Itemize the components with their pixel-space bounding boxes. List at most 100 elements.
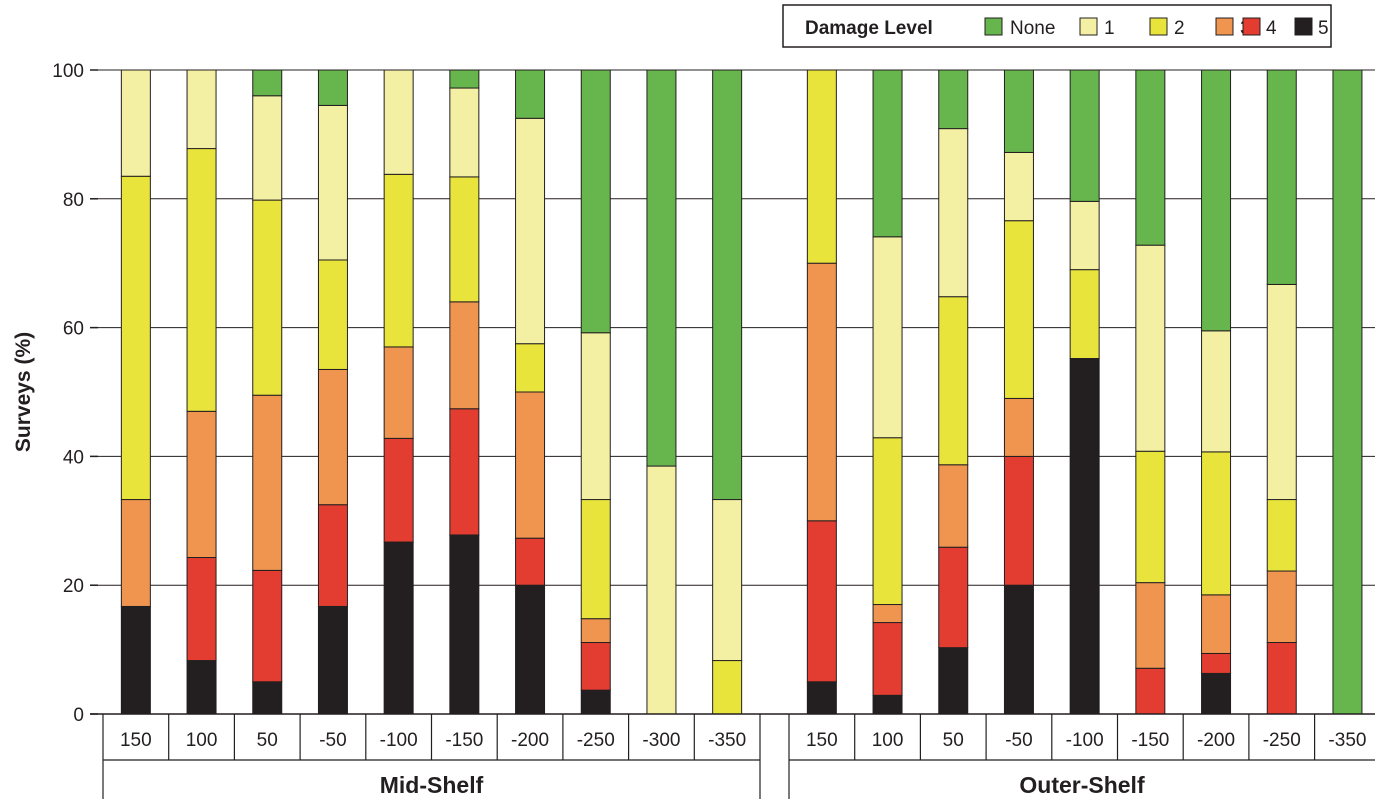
bar-segment-level-1 [646,465,677,715]
x-tick-label: -50 [1005,730,1032,751]
x-tick-label: -350 [708,730,746,751]
legend-label: 1 [1104,18,1115,39]
bar-segment-level-3 [186,410,217,559]
x-tick-label: -50 [319,730,346,751]
bar-segment-level-2 [186,148,217,412]
bar-segment-level-1 [938,128,969,298]
bar-segment-level-none [449,69,480,89]
bar-segment-level-5 [252,681,283,715]
bar-segment-level-2 [1069,269,1100,360]
bar-segment-level-3 [580,618,611,644]
bar-segment-level-3 [252,394,283,571]
legend-swatch [1149,17,1168,36]
bar-segment-level-1 [1135,244,1166,452]
bar-segment-level-none [872,69,903,238]
legend-swatch [1242,17,1261,36]
bar-segment-level-5 [1069,358,1100,715]
x-tick-label: 100 [872,730,904,751]
x-tick-label: -200 [1197,730,1235,751]
bar-segment-level-5 [449,534,480,715]
bar-segment-level-3 [120,499,151,607]
bar-segment-level-3 [872,604,903,624]
x-tick-label: 150 [120,730,152,751]
legend-title: Damage Level [805,18,933,39]
bar-segment-level-none [1003,69,1034,153]
bar-segment-level-none [938,69,969,130]
x-tick-label: 50 [943,730,964,751]
bar-segment-level-5 [383,541,414,715]
bar-segment-level-none [646,69,677,467]
x-tick-label: -250 [577,730,615,751]
bar-segment-level-3 [806,262,837,522]
bar-segment-level-3 [938,464,969,548]
y-tick-label: 0 [73,705,84,726]
group-label: Outer-Shelf [1019,772,1145,798]
x-tick-label: -150 [445,730,483,751]
bar-segment-level-2 [1201,451,1232,596]
legend-label: 2 [1174,18,1185,39]
bar-segment-level-none [1135,69,1166,246]
bar-segment-level-2 [120,175,151,501]
legend-label: 4 [1266,18,1277,39]
group-label: Mid-Shelf [380,772,484,798]
bar-segment-level-2 [383,173,414,348]
bar-segment-level-none [515,69,546,119]
x-tick-label: 50 [257,730,278,751]
legend-box [782,4,1332,48]
bar-segment-level-5 [317,605,348,715]
legend-swatch [1079,17,1098,36]
bar-segment-level-5 [872,694,903,715]
x-tick-label: -100 [380,730,418,751]
bar-segment-level-none [580,69,611,334]
x-tick-label: -300 [642,730,680,751]
bar-segment-level-5 [806,681,837,715]
y-tick-label: 20 [63,576,84,597]
bar-segment-level-4 [872,622,903,696]
x-tick-label: -250 [1263,730,1301,751]
bar-segment-level-4 [938,546,969,649]
bar-segment-level-2 [317,259,348,370]
bar-segment-level-1 [1201,330,1232,453]
y-tick-label: 40 [63,447,84,468]
bar-segment-level-1 [317,104,348,261]
legend-swatch [984,17,1003,36]
bar-segment-level-4 [580,642,611,691]
bar-segment-level-4 [1201,652,1232,674]
bar-segment-level-2 [252,199,283,396]
bar-segment-level-1 [580,332,611,501]
x-tick-label: -150 [1131,730,1169,751]
bar-segment-level-5 [580,689,611,715]
x-tick-label: -350 [1328,730,1366,751]
legend-swatch [1294,17,1313,36]
bar-segment-level-2 [515,343,546,393]
legend-swatch [1215,17,1234,36]
y-tick-label: 100 [52,61,84,82]
bar-segment-level-2 [1003,220,1034,399]
legend-label: 5 [1318,18,1329,39]
bar-segment-level-1 [712,499,743,662]
bar-segment-level-1 [1069,200,1100,271]
bar-segment-level-3 [515,391,546,539]
bar-segment-level-4 [252,569,283,683]
y-tick-label: 60 [63,319,84,340]
bar-segment-level-5 [1003,584,1034,715]
legend-label: None [1010,18,1055,39]
bar-segment-level-1 [872,236,903,439]
bar-segment-level-none [1266,69,1297,285]
bar-segment-level-5 [120,605,151,715]
bar-segment-level-3 [1003,397,1034,457]
bar-segment-level-4 [1266,642,1297,715]
bar-segment-level-2 [1266,499,1297,572]
bar-segment-level-1 [449,87,480,178]
bar-segment-level-1 [515,117,546,345]
x-tick-label: -100 [1066,730,1104,751]
bar-segment-level-none [1332,69,1363,715]
bar-segment-level-3 [317,368,348,506]
bar-segment-level-none [317,69,348,106]
x-tick-label: 100 [186,730,218,751]
bar-segment-level-1 [1266,283,1297,501]
bar-segment-level-none [252,69,283,97]
bar-segment-level-1 [252,95,283,201]
bar-segment-level-none [1201,69,1232,332]
